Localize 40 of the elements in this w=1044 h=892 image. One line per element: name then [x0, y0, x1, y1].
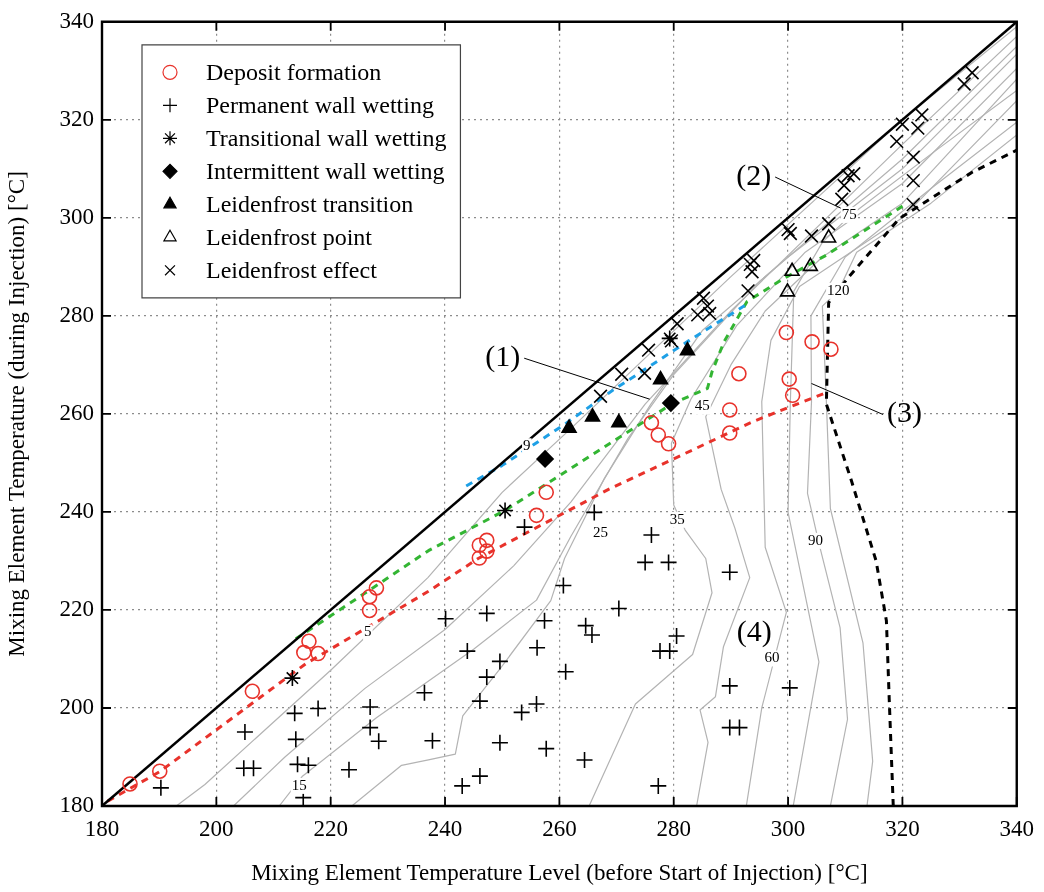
annotation: (2)	[736, 157, 772, 192]
y-tick-label: 260	[59, 399, 94, 425]
x-tick-label: 320	[885, 815, 920, 841]
x-tick-label: 220	[313, 815, 348, 841]
y-tick-label: 280	[59, 301, 94, 327]
x-tick-label: 280	[656, 815, 691, 841]
y-axis-title: Mixing Element Temperature (during Injection) [°C]	[3, 171, 29, 657]
y-tick-label: 200	[59, 694, 94, 720]
x-tick-label: 200	[199, 815, 234, 841]
annotation: 9	[523, 437, 531, 454]
legend-label: Permanent wall wetting	[206, 91, 434, 118]
annotation: 15	[291, 776, 307, 793]
x-tick-label: 240	[427, 815, 463, 841]
x-tick-label: 260	[542, 815, 577, 841]
legend-label: Intermittent wall wetting	[206, 157, 445, 184]
legend-label: Leidenfrost transition	[206, 190, 414, 217]
annotation: (4)	[736, 613, 772, 648]
annotation: 5	[364, 623, 372, 640]
x-tick-label: 300	[770, 815, 806, 841]
annotation: (3)	[887, 395, 922, 430]
y-tick-label: 220	[59, 596, 94, 621]
annotation: 75	[841, 205, 857, 222]
y-tick-label: 340	[59, 7, 94, 33]
legend-label: Transitional wall wetting	[206, 124, 447, 151]
legend-label: Leidenfrost point	[206, 223, 373, 250]
annotation: 25	[593, 523, 609, 540]
y-tick-label: 320	[59, 105, 94, 131]
x-tick-label: 180	[84, 815, 120, 841]
legend-label: Deposit formation	[206, 58, 382, 85]
annotation: (1)	[485, 339, 521, 374]
annotation: 45	[694, 397, 710, 414]
y-tick-label: 300	[59, 203, 94, 229]
legend-label: Leidenfrost effect	[206, 256, 378, 283]
y-tick-label: 180	[59, 792, 94, 818]
x-tick-label: 340	[999, 815, 1034, 841]
annotation: 60	[764, 649, 780, 666]
annotation: 35	[669, 510, 685, 527]
x-axis-title: Mixing Element Temperature Level (before Start of Injection) [°C]	[251, 860, 868, 886]
y-tick-label: 240	[59, 497, 94, 523]
annotation: 90	[808, 531, 824, 548]
